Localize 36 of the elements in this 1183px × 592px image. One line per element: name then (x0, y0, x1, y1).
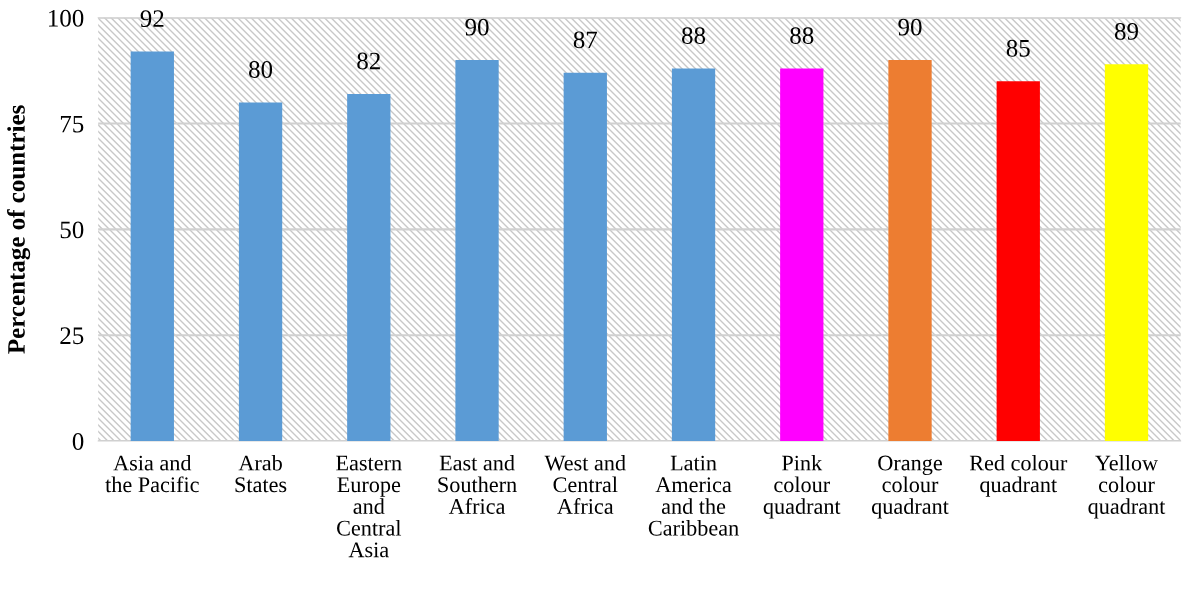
bar (238, 102, 283, 442)
x-tick-label: West and Central Africa (544, 454, 626, 514)
data-label: 88 (681, 27, 706, 45)
data-label: 87 (573, 31, 598, 49)
bar (996, 81, 1040, 442)
bar (130, 51, 174, 442)
x-tick-label: Eastern Europe and Central Asia (336, 455, 402, 558)
data-label: 80 (249, 61, 273, 78)
x-tick-label: East and Southern Africa (438, 454, 517, 514)
data-label: 89 (1114, 22, 1138, 40)
data-label: 92 (140, 10, 164, 28)
x-tick-label: Orange colour quadrant (871, 455, 949, 519)
data-label: 90 (898, 18, 922, 36)
x-tick-label: Yellow colour quadrant (1088, 454, 1166, 519)
x-tick-label: Asia and the Pacific (105, 454, 199, 493)
y-axis-title: Percentage of countries (7, 105, 31, 354)
bar (780, 68, 824, 442)
x-tick-label: Pink colour quadrant (763, 454, 841, 519)
bar (347, 93, 391, 442)
y-tick-label: 75 (60, 115, 84, 133)
bar (671, 68, 716, 442)
x-tick-label: Red colour quadrant (969, 454, 1068, 497)
y-tick-label: 25 (60, 327, 84, 345)
x-tick-label: Latin America and the Caribbean (648, 455, 739, 536)
bar (1104, 64, 1149, 442)
bar (563, 72, 607, 442)
y-tick-label: 0 (72, 433, 84, 450)
y-tick-label: 50 (60, 221, 84, 239)
bar (455, 60, 499, 442)
data-label: 82 (357, 52, 380, 70)
bar (888, 60, 932, 442)
data-label: 88 (790, 27, 814, 45)
x-tick-label: Arab States (235, 454, 287, 493)
data-label: 90 (465, 18, 489, 36)
y-tick-label: 100 (49, 9, 84, 27)
data-label: 85 (1006, 39, 1030, 57)
